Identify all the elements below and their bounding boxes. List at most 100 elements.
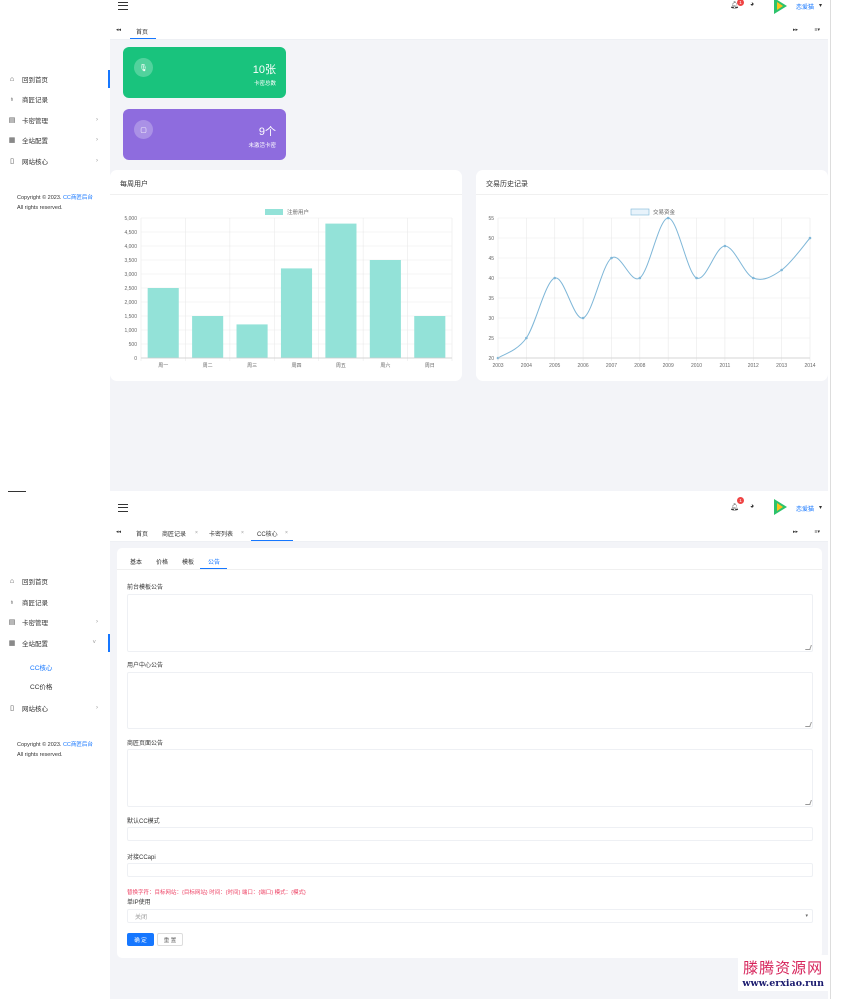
divider xyxy=(110,194,462,195)
hamburger-menu-icon[interactable] xyxy=(118,2,128,10)
single-ip-value: 关闭 xyxy=(135,914,148,921)
sidebar-item-cards[interactable]: ▤ 卡密管理 › xyxy=(8,613,110,631)
y-tick-label: 500 xyxy=(129,342,138,348)
x-tick-label: 2008 xyxy=(634,363,645,369)
tab-menu-icon[interactable]: ≡▾ xyxy=(814,27,820,33)
sidebar-item-label: 回到首页 xyxy=(22,579,48,586)
file-icon: ▯ xyxy=(10,705,14,712)
x-tick-label: 2011 xyxy=(720,363,731,369)
tabs-bar: ◂◂ 首页 商匠记录 × 卡密列表 × CC核心 × ▸▸ ≡▾ xyxy=(110,524,828,542)
scrollbar-track[interactable] xyxy=(828,0,846,491)
chevron-down-icon[interactable]: ▾ xyxy=(819,3,823,9)
y-tick-label: 2,000 xyxy=(124,300,137,306)
bell-icon[interactable]: 🔔︎ xyxy=(730,504,739,511)
form-tab-basic[interactable]: 基本 xyxy=(130,560,143,566)
data-point xyxy=(525,336,528,340)
notification-badge: 1 xyxy=(737,0,744,6)
cc-api-input[interactable] xyxy=(127,863,813,877)
x-tick-label: 2004 xyxy=(521,363,532,369)
tab-home[interactable]: 首页 xyxy=(136,30,149,36)
data-point xyxy=(723,244,727,248)
sidebar-item-core[interactable]: ▯ 网站核心 › xyxy=(8,699,110,717)
x-tick-label: 2012 xyxy=(748,363,759,369)
sidebar-item-site-config[interactable]: ▦ 全站配置 ˅ xyxy=(8,634,110,652)
y-tick-label: 4,000 xyxy=(124,244,137,250)
palette-icon[interactable]: ◕ xyxy=(750,503,755,510)
sidebar-item-cards[interactable]: ▤ 卡密管理 › xyxy=(8,111,110,129)
y-tick-label: 35 xyxy=(488,296,494,302)
sidebar-item-site-config[interactable]: ▦ 全站配置 › xyxy=(8,131,110,149)
close-icon[interactable]: × xyxy=(285,530,288,536)
submit-button[interactable]: 确 定 xyxy=(127,933,154,946)
tab-cc-core[interactable]: CC核心 xyxy=(257,532,278,538)
close-icon[interactable]: × xyxy=(195,530,198,536)
data-point xyxy=(638,276,642,280)
y-tick-label: 1,500 xyxy=(124,314,137,320)
stat-card-inactive-cards: ▢ 9个 未激活卡密 xyxy=(123,109,286,160)
sidebar-item-core[interactable]: ▯ 网站核心 › xyxy=(8,152,110,170)
hamburger-menu-icon[interactable] xyxy=(118,504,128,512)
chevron-down-icon[interactable]: ▾ xyxy=(819,505,823,511)
bar xyxy=(280,268,313,358)
bell-icon[interactable]: 🔔︎ xyxy=(730,2,739,9)
rights-text: All rights reserved. xyxy=(17,205,63,211)
y-tick-label: 0 xyxy=(134,356,137,362)
watermark: 滕腾资源网 www.erxiao.run xyxy=(738,955,828,991)
sidebar-item-label: 网站核心 xyxy=(22,706,48,713)
tabs-bar: ◂◂ 首页 ▸▸ ≡▾ xyxy=(110,22,828,40)
dashboard-screen: ⌂ 回到首页 ♁ 商匠记录 ▤ 卡密管理 › ▦ 全站配置 › ▯ 网站核心 ›… xyxy=(0,0,846,491)
copyright-text: Copyright © 2023. xyxy=(17,742,62,748)
username[interactable]: 恋爱猫 xyxy=(796,507,815,513)
x-tick-label: 2014 xyxy=(804,363,815,369)
home-icon: ⌂ xyxy=(9,577,15,585)
sidebar-item-records[interactable]: ♁ 商匠记录 xyxy=(8,593,110,611)
scroll-right-icon[interactable]: ▸▸ xyxy=(792,529,798,535)
sidebar-item-home[interactable]: ⌂ 回到首页 xyxy=(8,572,110,590)
username[interactable]: 恋爱猫 xyxy=(796,5,815,11)
sidebar-item-home[interactable]: ⌂ 回到首页 xyxy=(8,70,110,88)
microphone-icon: 🎙︎ xyxy=(134,58,153,77)
default-cc-mode-input[interactable] xyxy=(127,827,813,841)
form-tab-template[interactable]: 模板 xyxy=(182,560,195,566)
data-point xyxy=(751,276,755,280)
page-notice-textarea[interactable] xyxy=(127,749,813,807)
reset-button[interactable]: 重 置 xyxy=(157,933,183,946)
data-point xyxy=(666,216,670,220)
series-line xyxy=(497,217,811,359)
front-notice-textarea[interactable] xyxy=(127,594,813,652)
tab-records[interactable]: 商匠记录 xyxy=(162,532,187,538)
tab-card-list[interactable]: 卡密列表 xyxy=(209,532,234,538)
avatar[interactable] xyxy=(770,0,790,16)
bar xyxy=(192,316,224,358)
sidebar: ⌂ 回到首页 ♁ 商匠记录 ▤ 卡密管理 › ▦ 全站配置 › ▯ 网站核心 ›… xyxy=(0,0,110,491)
user-center-notice-textarea[interactable] xyxy=(127,672,813,729)
tab-menu-icon[interactable]: ≡▾ xyxy=(814,529,820,535)
form-tab-notice[interactable]: 公告 xyxy=(208,560,221,566)
tab-active-underline xyxy=(130,38,156,39)
scroll-left-icon[interactable]: ◂◂ xyxy=(116,529,122,535)
sidebar-subitem-cc-price[interactable]: CC价格 xyxy=(30,684,53,691)
copyright-link[interactable]: CC商匠后台 xyxy=(62,742,93,748)
tab-home[interactable]: 首页 xyxy=(136,532,149,538)
form-tab-price[interactable]: 价格 xyxy=(156,560,169,566)
watermark-title: 滕腾资源网 xyxy=(743,959,824,977)
sidebar-item-records[interactable]: ♁ 商匠记录 xyxy=(8,90,110,108)
scroll-left-icon[interactable]: ◂◂ xyxy=(116,27,122,33)
sidebar-subitem-cc-core[interactable]: CC核心 xyxy=(30,665,53,672)
reset-label: 重 置 xyxy=(163,937,177,944)
bar-chart: 注册用户 0 500 1,000 1,500 2,000 2,500 3,000 3,500 4,… xyxy=(124,208,453,369)
scroll-right-icon[interactable]: ▸▸ xyxy=(792,27,798,33)
avatar[interactable] xyxy=(770,497,790,517)
copyright-link[interactable]: CC商匠后台 xyxy=(62,195,93,201)
single-ip-select[interactable]: 关闭 ▾ xyxy=(127,909,813,923)
scrollbar-track[interactable] xyxy=(828,491,846,999)
x-tick-label: 周五 xyxy=(336,363,346,369)
palette-icon[interactable]: ◕ xyxy=(750,1,755,8)
top-header: 🔔︎ 1 ◕ 恋爱猫 ▾ xyxy=(110,492,828,524)
copyright: Copyright © 2023. CC商匠后台 All rights rese… xyxy=(17,740,93,760)
y-tick-label: 2,500 xyxy=(124,286,137,292)
user-center-notice-label: 用户中心公告 xyxy=(127,663,164,669)
y-tick-label: 40 xyxy=(488,276,494,282)
message-icon: ▢ xyxy=(134,120,153,139)
close-icon[interactable]: × xyxy=(241,530,244,536)
